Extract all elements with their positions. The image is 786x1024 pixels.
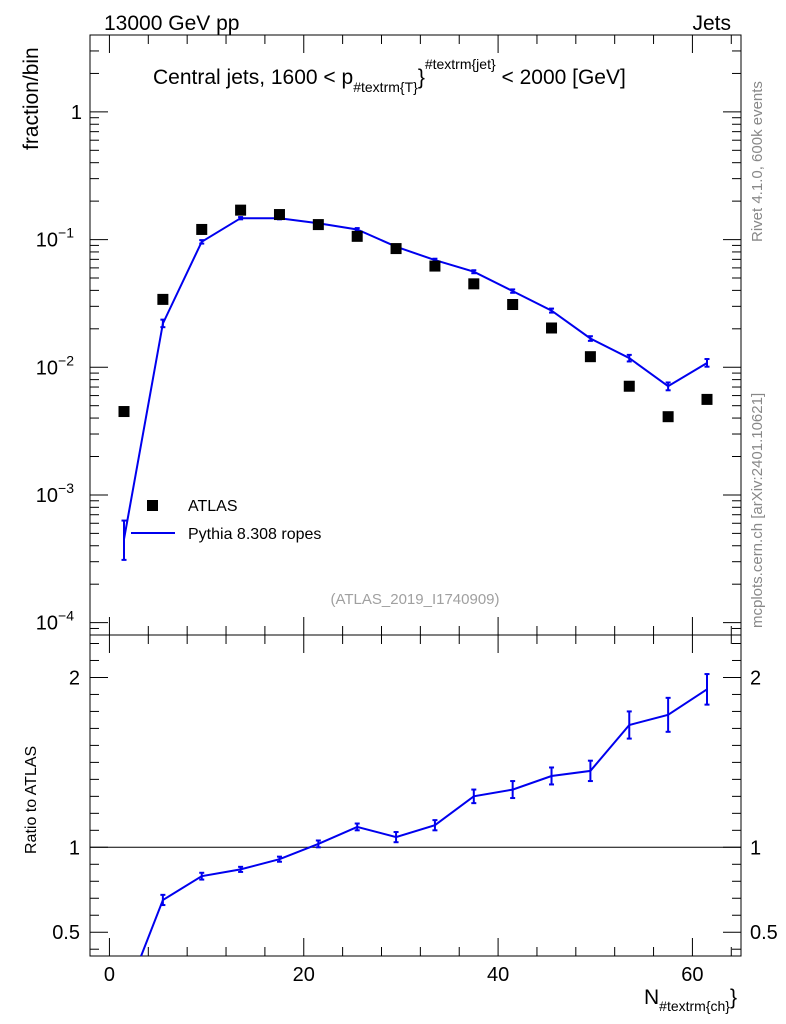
- ratio-ytick-label-left: 2: [69, 667, 80, 689]
- ratio-ytick-label-left: 1: [69, 837, 80, 859]
- atlas-data-point: [468, 278, 480, 290]
- ratio-ytick-label-right: 2: [750, 667, 761, 689]
- legend-label-atlas: ATLAS: [188, 498, 238, 515]
- atlas-data-point: [623, 380, 635, 392]
- ratio-series-line: [140, 688, 708, 957]
- ratio-xtick-label: 20: [293, 964, 315, 986]
- ratio-xtick-label: 0: [104, 964, 115, 986]
- main-ytick-label: 1: [71, 102, 82, 124]
- atlas-data-point: [351, 230, 363, 242]
- atlas-data-point: [390, 243, 402, 255]
- ratio-ytick-label-right: 0.5: [750, 922, 778, 944]
- mc-series-line: [123, 217, 708, 540]
- ratio-xtick-label: 60: [681, 964, 703, 986]
- ratio-ytick-label-left: 0.5: [52, 922, 80, 944]
- ratio-xtick-label: 40: [487, 964, 509, 986]
- main-ytick-label: 10−3: [36, 480, 74, 507]
- ratio-ylabel: Ratio to ATLAS: [23, 746, 40, 854]
- main-ytick-label: 10−1: [36, 225, 74, 252]
- rivet-label: Rivet 4.1.0, 600k events: [749, 81, 766, 242]
- atlas-data-point: [273, 209, 285, 221]
- ratio-panel: Ratio to ATLAS N#textrm{ch}} 0.5 0.51 12 20…: [23, 634, 778, 1014]
- mcplots-label: mcplots.cern.ch [arXiv:2401.10621]: [749, 393, 766, 628]
- energy-label: 13000 GeV pp: [104, 12, 239, 35]
- atlas-data-point: [196, 223, 208, 235]
- ratio-ytick-label-right: 1: [750, 837, 761, 859]
- legend: ATLAS Pythia 8.308 ropes: [131, 498, 321, 543]
- ratio-frame: [89, 634, 742, 957]
- atlas-data-point: [701, 393, 713, 405]
- atlas-data-point: [662, 411, 674, 423]
- main-ytick-label: 10−4: [36, 608, 74, 635]
- legend-marker-atlas: [147, 500, 158, 511]
- atlas-data-point: [507, 299, 519, 311]
- atlas-data-point: [235, 204, 247, 216]
- main-ylabel: fraction/bin: [20, 47, 43, 150]
- atlas-data-point: [157, 293, 169, 305]
- atlas-data-point: [429, 260, 441, 272]
- ratio-xlabel: N#textrm{ch}}: [644, 986, 737, 1014]
- legend-label-pythia: Pythia 8.308 ropes: [188, 526, 321, 543]
- atlas-data-point: [312, 219, 324, 231]
- main-ytick-label: 10−2: [36, 352, 74, 379]
- process-label: Jets: [692, 12, 731, 35]
- atlas-data-point: [584, 351, 596, 363]
- main-title: Central jets, 1600 < p#textrm{T}}#textrm…: [153, 56, 626, 95]
- atlas-data-point: [546, 322, 558, 334]
- main-frame: [89, 34, 742, 636]
- analysis-watermark: (ATLAS_2019_I1740909): [330, 591, 499, 608]
- main-panel: Central jets, 1600 < p#textrm{T}}#textrm…: [20, 34, 742, 636]
- atlas-data-point: [118, 406, 130, 418]
